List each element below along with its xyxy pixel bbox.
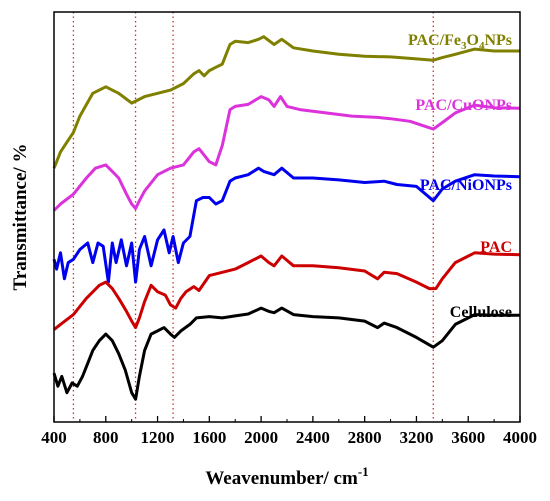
- series-line-pac-fe3o4nps: [52, 35, 520, 169]
- series-line-pac-nionps: [52, 166, 521, 284]
- x-tick-label: 1200: [141, 428, 175, 447]
- series-labels: PAC/Fe3O4NPs PAC/CuONPs PAC/NiONPs PAC Cellu…: [408, 32, 512, 321]
- series-label-cellulose: Cellulose: [450, 304, 512, 321]
- series-label-pac: PAC: [480, 239, 512, 256]
- x-tick-label: 800: [93, 428, 119, 447]
- x-tick-label: 2000: [244, 428, 278, 447]
- x-tick-label: 3200: [399, 428, 433, 447]
- series-layer: [52, 35, 521, 401]
- series-label-pac-fe3o4nps: PAC/Fe3O4NPs: [408, 32, 512, 52]
- series-label-pac-nionps: PAC/NiONPs: [420, 177, 512, 194]
- series-line-pac-cuonps: [52, 95, 521, 212]
- x-axis-title: Weavenumber/ cm-1: [205, 464, 368, 489]
- y-axis-title: Transmittance/ %: [10, 144, 31, 291]
- x-tick-label: 1600: [192, 428, 226, 447]
- x-tick-label: 2400: [296, 428, 330, 447]
- series-line-cellulose: [52, 306, 520, 401]
- x-axis-ticks: 400 800 1200 1600 2000 2400 2800 3200 3600 4000: [41, 416, 537, 447]
- x-tick-label: 2800: [348, 428, 382, 447]
- series-line-pac: [53, 251, 521, 331]
- x-tick-label: 4000: [503, 428, 537, 447]
- series-label-pac-cuonps: PAC/CuONPs: [415, 97, 512, 114]
- x-tick-label: 3600: [451, 428, 485, 447]
- x-tick-label: 400: [41, 428, 67, 447]
- plot-frame: [53, 11, 521, 423]
- reference-lines: [72, 12, 434, 422]
